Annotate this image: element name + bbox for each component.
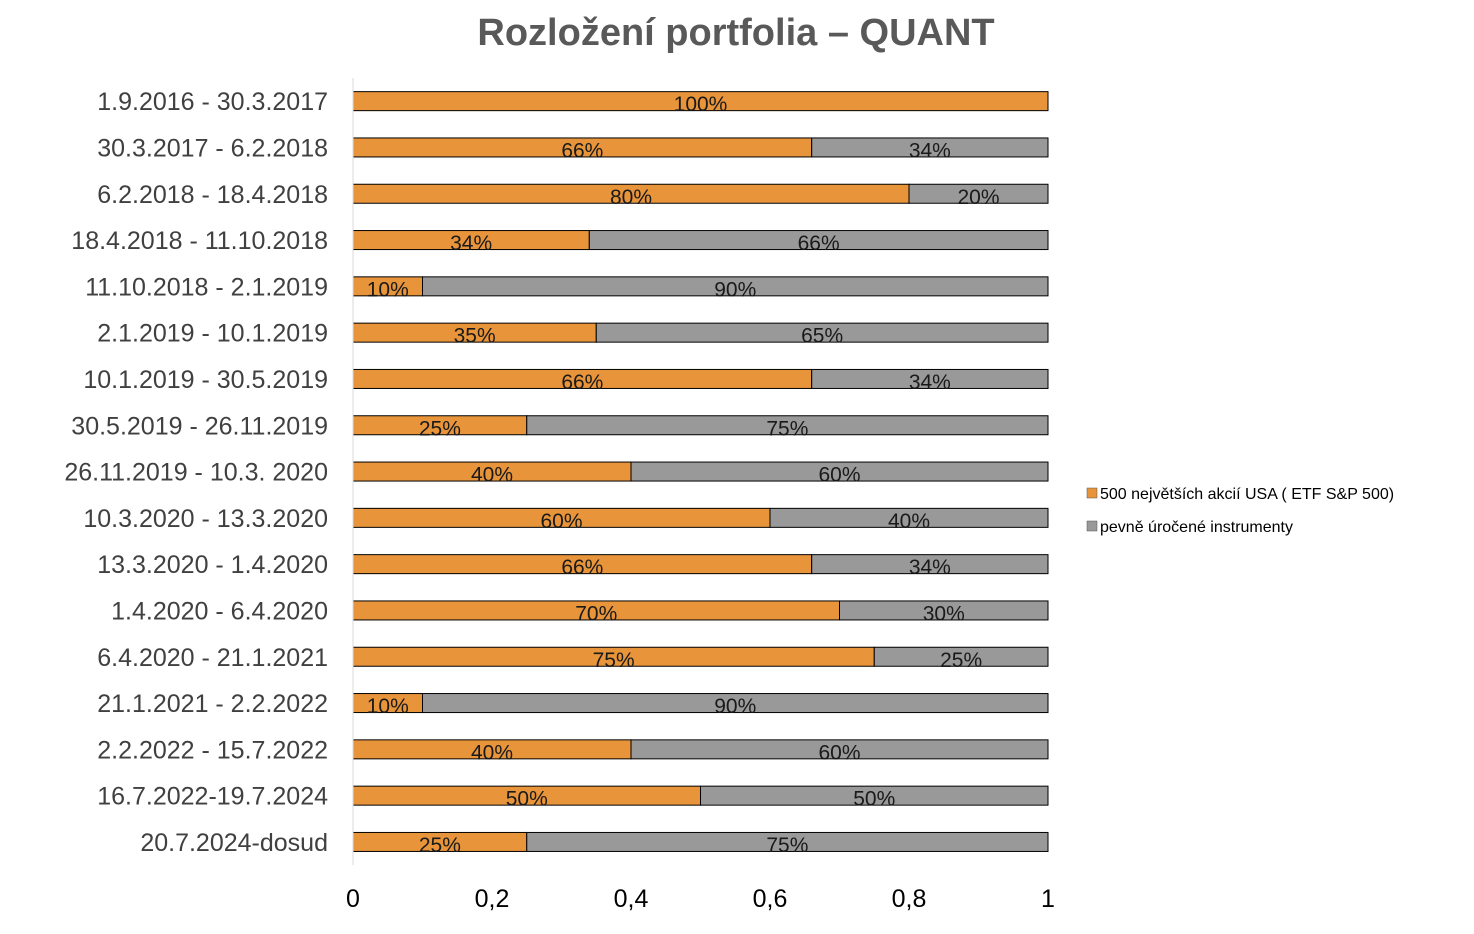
bar-segment <box>595 322 1049 343</box>
category-label: 1.9.2016 - 30.3.2017 <box>97 88 328 116</box>
data-label: 34% <box>450 232 492 255</box>
chart-title: Rozložení portfolia – QUANT <box>477 12 994 54</box>
x-tick-label: 1 <box>1041 885 1055 913</box>
data-label: 20% <box>957 186 999 209</box>
data-label: 25% <box>940 649 982 672</box>
category-label: 2.1.2019 - 10.1.2019 <box>97 320 328 348</box>
category-label: 6.2.2018 - 18.4.2018 <box>97 181 328 209</box>
data-label: 60% <box>818 741 860 764</box>
x-tick-label: 0,8 <box>892 885 927 913</box>
data-label: 25% <box>419 834 461 857</box>
data-label: 30% <box>923 602 965 625</box>
data-label: 75% <box>766 417 808 440</box>
bar-segment <box>700 785 1049 806</box>
category-label: 6.4.2020 - 21.1.2021 <box>97 644 328 672</box>
bar-segment <box>526 415 1049 436</box>
data-label: 70% <box>575 602 617 625</box>
bar-segment <box>422 276 1049 297</box>
data-label: 75% <box>766 834 808 857</box>
legend-swatch <box>1086 520 1098 532</box>
category-label: 26.11.2019 - 10.3. 2020 <box>64 459 328 487</box>
bar-segment <box>630 461 1049 482</box>
data-label: 50% <box>506 788 548 811</box>
data-label: 34% <box>909 371 951 394</box>
category-label: 2.2.2022 - 15.7.2022 <box>97 736 328 764</box>
bar-segment <box>630 739 1049 760</box>
x-tick-label: 0,2 <box>475 885 510 913</box>
category-label: 11.10.2018 - 2.1.2019 <box>85 273 328 301</box>
category-label: 21.1.2021 - 2.2.2022 <box>97 690 328 718</box>
x-tick-label: 0,4 <box>614 885 649 913</box>
category-label: 18.4.2018 - 11.10.2018 <box>71 227 328 255</box>
data-label: 10% <box>367 278 409 301</box>
bar-segment <box>839 600 1049 621</box>
data-label: 60% <box>818 464 860 487</box>
category-label: 10.1.2019 - 30.5.2019 <box>83 366 328 394</box>
data-label: 100% <box>674 93 728 116</box>
bars-group: 100% 66% 34% 80% 20% 34% 66% 10% 90% 35% 65% 66% 34%… <box>352 91 1049 857</box>
data-label: 40% <box>471 741 513 764</box>
legend-swatch <box>1086 487 1098 499</box>
data-label: 40% <box>471 464 513 487</box>
x-tick-label: 0 <box>346 885 360 913</box>
data-label: 75% <box>593 649 635 672</box>
category-label: 13.3.2020 - 1.4.2020 <box>97 551 328 579</box>
category-label: 16.7.2022-19.7.2024 <box>97 783 328 811</box>
data-label: 34% <box>909 139 951 162</box>
category-label: 20.7.2024-dosud <box>140 829 328 857</box>
data-label: 10% <box>367 695 409 718</box>
legend-label: pevně úročené instrumenty <box>1100 519 1293 536</box>
x-tick-label: 0,6 <box>753 885 788 913</box>
legend-label: 500 největších akcií USA ( ETF S&P 500) <box>1100 486 1394 503</box>
data-label: 35% <box>454 325 496 348</box>
data-label: 65% <box>801 325 843 348</box>
bar-segment <box>908 183 1049 204</box>
data-label: 66% <box>561 556 603 579</box>
bar-segment <box>526 831 1049 852</box>
category-label: 30.3.2017 - 6.2.2018 <box>97 134 328 162</box>
data-label: 66% <box>561 371 603 394</box>
data-label: 80% <box>610 186 652 209</box>
data-label: 50% <box>853 788 895 811</box>
bar-segment <box>769 507 1049 528</box>
bar-segment <box>811 137 1049 158</box>
data-label: 66% <box>798 232 840 255</box>
bar-segment <box>588 230 1049 251</box>
bar-segment <box>811 554 1049 575</box>
data-label: 40% <box>888 510 930 533</box>
data-label: 90% <box>714 278 756 301</box>
data-label: 34% <box>909 556 951 579</box>
data-label: 25% <box>419 417 461 440</box>
bar-segment <box>422 693 1049 714</box>
legend: 500 největších akcií USA ( ETF S&P 500) p… <box>1086 486 1394 536</box>
bar-segment <box>811 368 1049 389</box>
data-label: 90% <box>714 695 756 718</box>
category-label: 1.4.2020 - 6.4.2020 <box>111 597 328 625</box>
category-label: 10.3.2020 - 13.3.2020 <box>83 505 328 533</box>
bar-segment <box>873 646 1049 667</box>
data-label: 66% <box>561 139 603 162</box>
x-tick-labels: 0 0,2 0,4 0,6 0,8 1 <box>346 885 1055 913</box>
category-label: 30.5.2019 - 26.11.2019 <box>71 412 328 440</box>
category-labels: 1.9.2016 - 30.3.2017 30.3.2017 - 6.2.2018… <box>64 88 328 857</box>
data-label: 60% <box>540 510 582 533</box>
